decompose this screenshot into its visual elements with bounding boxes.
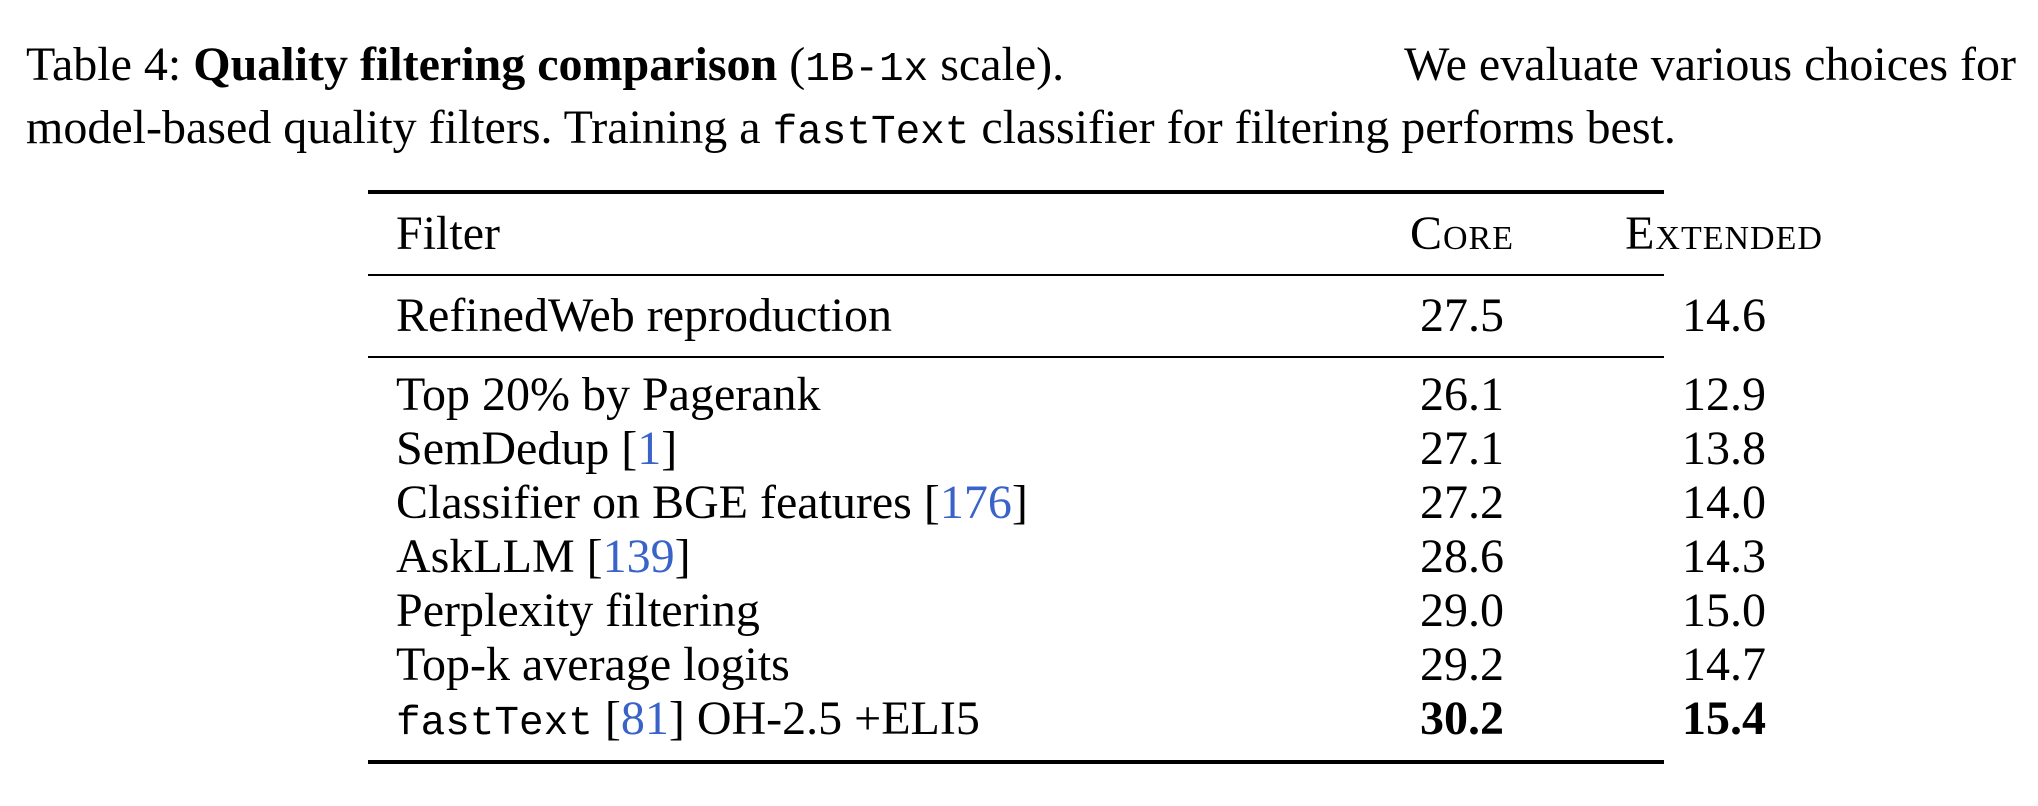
row-core: 28.6 (1420, 530, 1504, 583)
row-core: 29.0 (1420, 584, 1504, 637)
citation-link[interactable]: 1 (637, 422, 662, 475)
row-extended: 12.9 (1682, 368, 1766, 421)
caption-label: Table 4: (26, 38, 182, 91)
table-row: SemDedup [1] 27.1 13.8 (368, 422, 1766, 476)
baseline-filter: RefinedWeb reproduction (396, 289, 892, 342)
caption-line2-code: fastText (772, 110, 970, 156)
row-filter: AskLLM [139] (396, 530, 691, 583)
caption-line2-a: model-based quality filters. Training a (26, 101, 773, 154)
baseline-row: RefinedWeb reproduction 27.5 14.6 (368, 276, 1766, 356)
row-filter: Top-k average logits (396, 638, 790, 691)
row-filter: Classifier on BGE features [176] (396, 476, 1028, 529)
caption-line-1: Table 4: Quality filtering comparison (1… (26, 36, 2016, 99)
bottom-rule (368, 760, 1664, 764)
header-rule (368, 274, 1664, 276)
header-filter: Filter (396, 207, 500, 260)
top-rule (368, 190, 1664, 194)
best-core: 30.2 (1420, 692, 1504, 745)
best-code: fastText (396, 701, 593, 747)
citation-link[interactable]: 81 (620, 692, 669, 745)
baseline-core: 27.5 (1420, 289, 1504, 342)
caption-line-2: model-based quality filters. Training a … (26, 99, 2016, 162)
results-table: Filter Core Extended RefinedWeb reproduc… (368, 190, 1822, 764)
row-core: 29.2 (1420, 638, 1504, 691)
row-extended: 14.7 (1682, 638, 1766, 691)
row-extended: 15.0 (1682, 584, 1766, 637)
table-row: AskLLM [139] 28.6 14.3 (368, 530, 1766, 584)
row-core: 27.1 (1420, 422, 1504, 475)
row-core: 26.1 (1420, 368, 1504, 421)
row-filter: Top 20% by Pagerank (396, 368, 821, 421)
row-extended: 14.3 (1682, 530, 1766, 583)
citation-link[interactable]: 139 (602, 530, 675, 583)
caption-title: Quality filtering comparison (193, 38, 778, 91)
row-filter: SemDedup [1] (396, 422, 678, 475)
table-row: Top-k average logits 29.2 14.7 (368, 638, 1766, 692)
row-core: 27.2 (1420, 476, 1504, 529)
caption-paren: ( (789, 38, 806, 91)
header-core: Core (1409, 207, 1514, 260)
citation-link[interactable]: 176 (939, 476, 1012, 529)
table-caption: Table 4: Quality filtering comparison (1… (26, 36, 2016, 162)
table-body: Top 20% by Pagerank 26.1 12.9 SemDedup [… (368, 358, 1766, 760)
baseline-extended: 14.6 (1682, 289, 1766, 342)
table-row: Classifier on BGE features [176] 27.2 14… (368, 476, 1766, 530)
caption-scale-rest: scale). (928, 38, 1065, 91)
mid-rule (368, 356, 1664, 358)
caption-scale-code: 1B-1x (805, 47, 929, 93)
caption-line2-b: classifier for filtering performs best. (969, 101, 1676, 154)
row-filter: Perplexity filtering (396, 584, 760, 637)
best-extended: 15.4 (1682, 692, 1766, 745)
header-extended: Extended (1625, 207, 1823, 260)
caption-left: Table 4: Quality filtering comparison (1… (26, 36, 1064, 99)
table-header-row: Filter Core Extended (368, 194, 1822, 274)
best-row: fastText [81] OH-2.5 +ELI5 30.2 15.4 (368, 692, 1766, 747)
table-row: Top 20% by Pagerank 26.1 12.9 (368, 368, 1766, 422)
table-row: Perplexity filtering 29.0 15.0 (368, 584, 1766, 638)
caption-line1-rest: We evaluate various choices for (1404, 38, 2016, 91)
best-filter: fastText [81] OH-2.5 +ELI5 (396, 692, 980, 747)
row-extended: 13.8 (1682, 422, 1766, 475)
row-extended: 14.0 (1682, 476, 1766, 529)
